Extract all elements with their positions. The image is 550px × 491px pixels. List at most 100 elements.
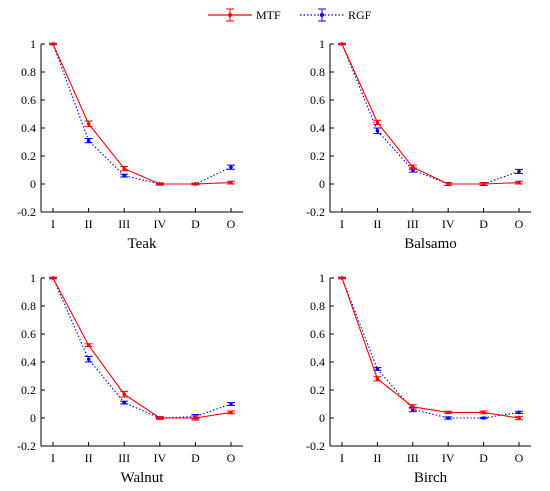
x-tick-label: II — [373, 451, 381, 465]
series-mtf — [49, 42, 235, 186]
data-point — [86, 122, 91, 126]
chart-title: Birch — [414, 470, 448, 486]
data-point — [375, 377, 380, 381]
x-tick-label: II — [85, 217, 93, 231]
y-tick-label: 0.8 — [310, 65, 325, 79]
data-point — [375, 129, 380, 133]
y-tick-label: 0 — [30, 177, 36, 191]
y-tick-label: 0.2 — [310, 149, 325, 163]
x-tick-label: O — [515, 451, 524, 465]
data-point — [340, 276, 344, 280]
x-tick-label: O — [515, 217, 524, 231]
series-rgf — [338, 42, 523, 186]
series-line-rgf — [341, 277, 520, 419]
data-point — [517, 410, 521, 415]
y-tick-label: -0.2 — [306, 439, 325, 453]
legend-label-mtf: MTF — [256, 8, 281, 22]
series-line-rgf — [52, 277, 232, 419]
data-point — [481, 182, 486, 186]
data-point — [229, 165, 233, 169]
legend-marker — [228, 13, 232, 17]
y-tick-label: -0.2 — [17, 439, 36, 453]
y-tick-label: 0.2 — [310, 383, 325, 397]
data-point — [51, 42, 55, 46]
data-point — [86, 343, 91, 348]
data-point — [122, 173, 126, 178]
data-point — [229, 402, 233, 406]
y-tick-label: 0.8 — [21, 299, 36, 313]
x-tick-label: I — [340, 217, 344, 231]
data-point — [446, 410, 451, 415]
x-tick-label: III — [118, 217, 130, 231]
y-tick-label: 0.4 — [21, 121, 36, 135]
series-mtf — [338, 276, 523, 421]
series-rgf — [338, 276, 523, 420]
series-rgf — [49, 276, 235, 420]
data-point — [481, 416, 486, 420]
y-tick-label: 0.8 — [21, 65, 36, 79]
data-point — [375, 120, 380, 125]
data-point — [411, 405, 415, 409]
data-point — [122, 166, 126, 171]
data-point — [86, 357, 91, 362]
data-point — [122, 392, 126, 397]
series-rgf — [49, 42, 235, 186]
data-point — [86, 138, 91, 143]
series-line-rgf — [52, 43, 232, 185]
data-point — [158, 182, 162, 186]
series-line-mtf — [52, 43, 232, 185]
x-tick-label: II — [85, 451, 93, 465]
chart-title: Walnut — [121, 470, 165, 486]
x-tick-label: II — [373, 217, 381, 231]
legend-label-rgf: RGF — [348, 8, 372, 22]
data-point — [517, 416, 521, 420]
series-line-mtf — [341, 277, 520, 419]
series-line-mtf — [341, 43, 520, 185]
data-point — [340, 42, 344, 46]
data-point — [193, 182, 198, 186]
y-tick-label: 1 — [319, 271, 325, 285]
series-mtf — [338, 42, 523, 186]
x-tick-label: I — [51, 217, 55, 231]
y-tick-label: -0.2 — [306, 205, 325, 219]
y-tick-label: 0.4 — [310, 355, 325, 369]
x-tick-label: D — [191, 217, 200, 231]
x-tick-label: III — [407, 451, 419, 465]
y-tick-label: 0 — [30, 411, 36, 425]
y-tick-label: 0.6 — [310, 93, 325, 107]
data-point — [517, 169, 521, 174]
data-point — [229, 410, 233, 415]
y-tick-label: 1 — [30, 271, 36, 285]
series-line-rgf — [341, 43, 520, 185]
series-mtf — [49, 276, 235, 421]
y-tick-label: -0.2 — [17, 205, 36, 219]
data-point — [481, 410, 486, 415]
data-point — [411, 165, 415, 169]
data-point — [51, 276, 55, 280]
x-tick-label: D — [191, 451, 200, 465]
data-point — [517, 180, 521, 185]
x-tick-label: III — [118, 451, 130, 465]
y-tick-label: 0.4 — [21, 355, 36, 369]
x-tick-label: D — [479, 451, 488, 465]
chart-title: Balsamo — [404, 236, 457, 252]
y-tick-label: 0.6 — [310, 327, 325, 341]
data-point — [158, 416, 162, 420]
x-tick-label: IV — [442, 217, 455, 231]
data-point — [122, 400, 126, 405]
y-tick-label: 0 — [319, 411, 325, 425]
data-point — [446, 182, 451, 186]
x-tick-label: IV — [153, 217, 166, 231]
y-tick-label: 0.2 — [21, 383, 36, 397]
x-tick-label: D — [479, 217, 488, 231]
x-tick-label: O — [227, 451, 236, 465]
series-line-mtf — [52, 277, 232, 419]
data-point — [446, 416, 451, 420]
data-point — [229, 180, 233, 185]
y-tick-label: 0.6 — [21, 93, 36, 107]
